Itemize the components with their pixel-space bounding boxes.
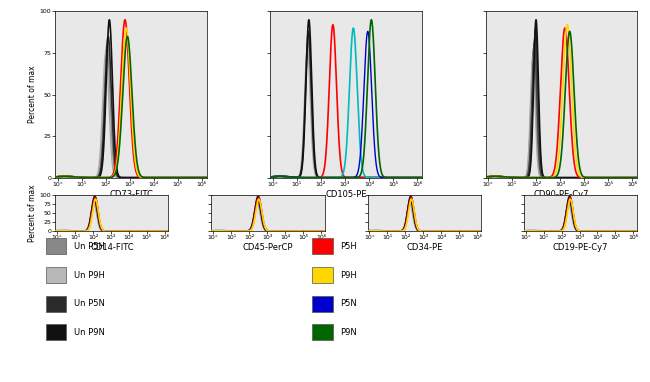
X-axis label: CD90-PE-Cy7: CD90-PE-Cy7 (534, 189, 589, 199)
Text: P5N: P5N (341, 299, 358, 308)
Text: Un P9N: Un P9N (74, 328, 105, 337)
X-axis label: CD19-PE-Cy7: CD19-PE-Cy7 (552, 243, 608, 252)
Text: Un P5N: Un P5N (74, 299, 105, 308)
X-axis label: CD34-PE: CD34-PE (406, 243, 443, 252)
X-axis label: CD14-FITC: CD14-FITC (90, 243, 134, 252)
Text: Un P9H: Un P9H (74, 270, 105, 280)
X-axis label: CD73-FITC: CD73-FITC (109, 189, 153, 199)
Text: Un P5H: Un P5H (74, 242, 105, 251)
Text: P9H: P9H (341, 270, 358, 280)
Text: P5H: P5H (341, 242, 358, 251)
Text: P9N: P9N (341, 328, 358, 337)
Y-axis label: Percent of max: Percent of max (28, 66, 36, 123)
X-axis label: CD45-PerCP: CD45-PerCP (243, 243, 293, 252)
X-axis label: CD105-PE: CD105-PE (326, 189, 367, 199)
Y-axis label: Percent of max: Percent of max (28, 184, 36, 242)
